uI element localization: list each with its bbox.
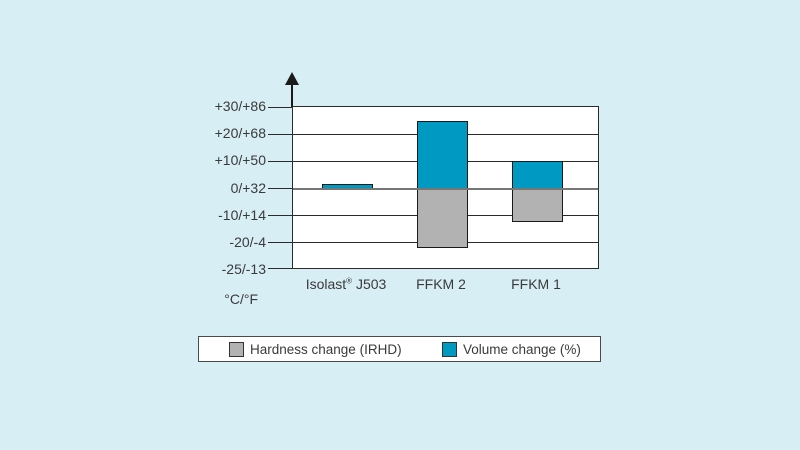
volume-swatch-icon: [442, 341, 457, 357]
bar-hardness-ffkm-2: [416, 188, 468, 249]
bar-volume-ffkm-2: [416, 120, 468, 190]
y-tick--10: [268, 215, 292, 217]
y-tick-0: [268, 188, 292, 189]
bar-volume-ffkm-1: [511, 161, 563, 190]
legend-label-volume: Volume change (%): [463, 341, 581, 357]
y-tick--20: [268, 242, 292, 244]
y-axis-label-30: +30/+86: [214, 98, 266, 114]
legend-item-hardness: Hardness change (IRHD): [229, 337, 402, 361]
legend: Hardness change (IRHD) Volume change (%): [198, 336, 601, 362]
hardness-swatch-icon: [229, 341, 244, 357]
y-axis-line: [291, 84, 293, 107]
y-tick-30: [268, 107, 292, 108]
legend-label-hardness: Hardness change (IRHD): [250, 341, 402, 357]
y-axis-label-10: +10/+50: [214, 152, 266, 169]
y-axis-label-0: 0/+32: [230, 179, 266, 196]
y-axis-label--20: -20/-4: [229, 233, 266, 250]
y-axis-label--10: -10/+14: [218, 206, 266, 223]
category-label-isolast-j503: Isolast® J503: [305, 276, 387, 292]
y-axis-unit-label: °C/°F: [224, 291, 258, 307]
zero-gridline: [293, 187, 598, 190]
y-tick--25: [268, 268, 292, 269]
y-axis-arrow-icon: [285, 72, 299, 85]
bar-hardness-ffkm-1: [511, 188, 563, 223]
y-tick-10: [268, 160, 292, 162]
y-axis-label-20: +20/+68: [214, 125, 266, 142]
category-label-ffkm-1: FFKM 1: [511, 276, 561, 292]
plot-area: [268, 106, 599, 269]
registered-trademark-icon: ®: [346, 276, 353, 286]
legend-item-volume: Volume change (%): [442, 337, 581, 361]
y-tick-20: [268, 133, 292, 135]
category-label-ffkm-2: FFKM 2: [416, 276, 466, 292]
y-axis-label--25: -25/-13: [221, 261, 266, 277]
